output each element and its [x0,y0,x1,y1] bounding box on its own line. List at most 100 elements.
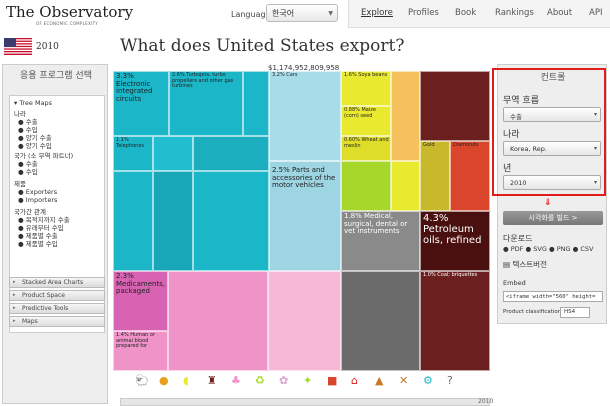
treemap-cell[interactable] [193,171,269,271]
accordion-predictive-tools[interactable]: ▸ Predictive Tools [9,303,105,314]
mineral-icon[interactable]: ♜ [207,374,217,387]
download-csv[interactable]: ● CSV [572,245,594,253]
chevron-down-icon: ▾ [593,145,597,152]
language-select[interactable]: 한국어 ▼ [266,4,338,22]
treemap-cell[interactable]: 3.2% Cars [269,71,341,161]
nav-about[interactable]: About [547,8,573,18]
option-importers[interactable]: ● Importers [18,196,58,204]
option-country-net-export[interactable]: ● 양기 수출 [18,134,52,142]
treemap-cell[interactable]: 2.6% Turbojets, turbo propellers and oth… [169,71,243,136]
relations-label: 국가간 관계 [14,208,46,216]
chevron-right-icon: ▸ [13,292,16,298]
animal-icon[interactable]: 🐑 [135,374,149,387]
download-pdf[interactable]: ● PDF [503,245,524,253]
main-nav: Explore Profiles Book Rankings About API [348,0,610,28]
nav-rankings[interactable]: Rankings [495,8,534,18]
nav-api[interactable]: API [589,8,603,18]
treemap-cell[interactable]: 1.8% Medical, surgical, dental or vet in… [341,211,420,271]
accordion-stacked-area[interactable]: ▸ Stacked Area Charts [9,277,105,288]
country-label: 나라 [503,130,520,140]
footwear-icon[interactable]: ✦ [303,374,313,387]
treemap-cell[interactable]: 0.60% Wheat and meslin [341,136,391,161]
nav-explore[interactable]: Explore [361,8,393,18]
chevron-right-icon: ▸ [13,305,16,311]
tree-maps-header[interactable]: ▾ Tree Maps [14,99,53,107]
house-icon[interactable]: ⌂ [351,374,358,387]
download-svg[interactable]: ● SVG [525,245,547,253]
treemap-cell[interactable] [391,161,420,211]
accordion-maps[interactable]: ▸ Maps [9,316,105,327]
trade-flow-select[interactable]: 수출 ▾ [503,107,601,122]
year-scrollbar[interactable] [120,398,490,406]
treemap-cell[interactable] [193,136,269,171]
metal-icon[interactable]: ✕ [399,374,409,387]
misc-icon[interactable]: ? [447,374,453,387]
treemap-cell[interactable]: 0.88% Maize (corn) seed [341,106,391,136]
vegetable-icon[interactable]: ● [159,374,169,387]
scroll-year-label: 2010 [478,398,494,405]
option-pair-import[interactable]: ● 수입 [18,168,38,176]
export-treemap[interactable]: 3.3% Electronic integrated circuits 2.6%… [113,71,490,371]
treemap-cell[interactable]: 1.4% Human or animal blood prepared for [113,331,168,371]
nav-book[interactable]: Book [455,8,477,18]
download-png[interactable]: ● PNG [548,245,571,253]
treemap-cell[interactable]: 4.3% Petroleum oils, refined [420,211,490,271]
highlight-box [492,68,606,196]
treemap-cell[interactable]: 2.3% Medicaments, packaged [113,271,168,331]
page-title: What does United States export? [120,36,405,56]
textile-icon[interactable]: ✿ [279,374,289,387]
treemap-cell[interactable] [391,71,420,161]
treemap-cell[interactable]: Diamonds [450,141,490,211]
treemap-cell[interactable] [420,71,490,141]
stone-icon[interactable]: ▲ [375,374,384,387]
controls-title: 컨트롤 [540,73,566,83]
embed-code-field[interactable]: <iframe width="560" height= [503,291,603,302]
option-pair-export[interactable]: ● 수출 [18,160,38,168]
total-export-value: $1,174,952,809,958 [268,64,340,72]
accordion-product-space[interactable]: ▸ Product Space [9,290,105,301]
treemap-cell[interactable]: 1.0% Coal; briquettes [420,271,490,371]
app-selector-panel: 응용 프로그램 선택 ▾ Tree Maps 나라 ● 수출 ● 수입 ● 양기… [2,64,108,404]
treemap-cell[interactable] [341,161,391,211]
treemap-cell[interactable]: Gold [420,141,450,211]
chevron-down-icon: ▾ [593,111,597,118]
treemap-cell[interactable] [153,136,193,171]
treemap-cell[interactable]: 3.3% Electronic integrated circuits [113,71,169,136]
treemap-cell[interactable] [268,271,341,371]
logo-text: The Observatory [6,3,134,21]
option-export-destination[interactable]: ● 목적지까지 수출 [18,216,70,224]
chevron-down-icon: ▾ [593,179,597,186]
country-select[interactable]: Korea, Rep. ▾ [503,141,601,156]
nav-profiles[interactable]: Profiles [408,8,439,18]
option-exporters[interactable]: ● Exporters [18,188,58,196]
machinery-icon[interactable]: ⚙ [423,374,433,387]
download-label: 다운로드 [503,234,533,243]
recycle-icon[interactable]: ♻ [255,374,265,387]
building-icon[interactable]: ■ [327,374,338,387]
observatory-logo[interactable]: The Observatory OF ECONOMIC COMPLEXITY [6,3,134,27]
food-icon[interactable]: ◖ [183,374,189,387]
download-formats: ● PDF ● SVG ● PNG ● CSV [503,245,593,253]
arrow-down-icon: ⇓ [544,198,552,208]
treemap-cell[interactable] [341,271,420,371]
treemap-cell[interactable] [243,71,269,136]
treemap-cell[interactable]: 2.5% Parts and accessories of the motor … [269,161,341,271]
chemical-icon[interactable]: ♣ [231,374,241,387]
option-import-origin[interactable]: ● 유래부터 수입 [18,224,64,232]
build-visualization-button[interactable]: 시각화를 빌드 > [503,211,603,225]
option-export-by-product[interactable]: ● 제품별 수출 [18,232,58,240]
option-import-by-product[interactable]: ● 제품별 수입 [18,240,58,248]
text-version-link[interactable]: ▤ 텍스트버전 [503,260,547,269]
year-select[interactable]: 2010 ▾ [503,175,601,190]
option-country-import[interactable]: ● 수입 [18,126,38,134]
product-classification-select[interactable]: HS4 [560,307,590,318]
treemap-cell[interactable] [153,171,193,271]
treemap-cell[interactable] [168,271,268,371]
treemap-cell[interactable] [113,171,153,271]
option-country-export[interactable]: ● 수출 [18,118,38,126]
option-country-net-import[interactable]: ● 양기 수입 [18,142,52,150]
treemap-cell[interactable]: 1.6% Soya beans [341,71,391,106]
country-pair-label: 국가 (소 무역 파트너) [14,152,74,160]
treemap-cell[interactable]: 1.1% Telephones [113,136,153,171]
embed-label: Embed [503,279,526,287]
